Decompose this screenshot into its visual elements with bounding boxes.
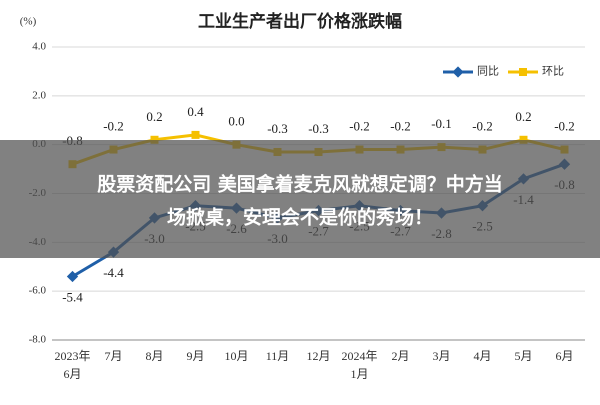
x-tick-label: 2024年	[341, 349, 377, 363]
data-label: -0.3	[267, 121, 288, 136]
banner-text: 场掀桌，安理会不是你的秀场！	[167, 206, 433, 229]
banner	[0, 140, 600, 258]
legend-label: 同比	[477, 65, 499, 78]
data-label: -0.2	[472, 119, 493, 134]
marker	[150, 135, 159, 144]
x-tick-label: 12月	[306, 349, 330, 363]
data-label: -0.3	[308, 121, 329, 136]
data-label: 0.2	[146, 109, 162, 124]
marker	[519, 135, 528, 144]
data-label: 0.4	[187, 104, 204, 119]
y-tick-label: 4.0	[32, 41, 46, 53]
y-tick-label: 2.0	[32, 89, 46, 101]
marker	[191, 130, 200, 139]
x-tick-label: 7月	[104, 349, 122, 363]
data-label: -0.2	[349, 119, 370, 134]
x-tick-label: 6月	[555, 349, 573, 363]
chart-title: 工业生产者出厂价格涨跌幅	[198, 11, 402, 32]
y-tick-label: -8.0	[29, 334, 47, 346]
x-tick-label: 2月	[391, 349, 409, 363]
data-label: 0.0	[228, 114, 244, 129]
y-axis-label: (%)	[20, 16, 37, 28]
data-label: -4.4	[103, 265, 124, 280]
x-tick-label: 3月	[432, 349, 450, 363]
x-tick-label: 5月	[514, 349, 532, 363]
legend-marker	[452, 66, 464, 78]
x-tick-label: 9月	[186, 349, 204, 363]
legend-label: 环比	[542, 65, 564, 78]
x-tick-label: 10月	[224, 349, 248, 363]
x-tick-label: 11月	[266, 349, 290, 363]
data-label: -0.2	[103, 119, 124, 134]
x-tick-label: 4月	[473, 349, 491, 363]
banner-text: 股票资配公司 美国拿着麦克风就想定调？中方当	[97, 173, 503, 196]
legend-marker	[519, 68, 527, 76]
y-tick-label: -6.0	[29, 285, 47, 297]
data-label: 0.2	[515, 109, 531, 124]
data-label: -0.2	[390, 119, 411, 134]
x-tick-label: 2023年	[54, 349, 90, 363]
x-tick-label: 8月	[145, 349, 163, 363]
x-tick-label: 1月	[350, 367, 368, 381]
data-label: -0.2	[554, 119, 575, 134]
x-tick-label: 6月	[63, 367, 81, 381]
data-label: -0.1	[431, 116, 452, 131]
data-label: -5.4	[62, 290, 83, 305]
